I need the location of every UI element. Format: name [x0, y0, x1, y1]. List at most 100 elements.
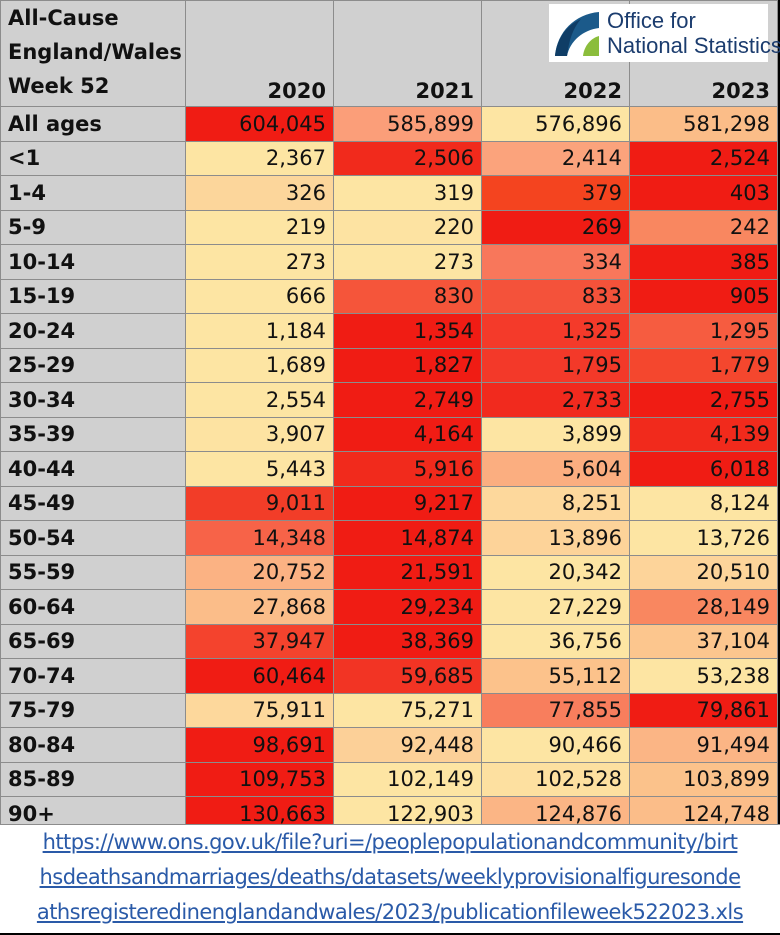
value-cell: 75,271 — [333, 692, 482, 728]
table-row: 55-59 20,752 21,591 20,342 20,510 — [0, 554, 778, 590]
value-cell: 666 — [185, 278, 334, 314]
header-row: All-Cause England/Wales Week 52 2020 202… — [0, 0, 778, 107]
value-cell: 29,234 — [333, 589, 482, 625]
source-link-line-2[interactable]: hsdeathsandmarriages/deaths/datasets/wee… — [39, 865, 741, 889]
table-row: 85-89 109,753 102,149 102,528 103,899 — [0, 761, 778, 797]
table-row: 75-79 75,911 75,271 77,855 79,861 — [0, 692, 778, 728]
value-cell: 4,139 — [629, 416, 778, 452]
row-label: 25-29 — [0, 347, 186, 383]
row-label: 60-64 — [0, 589, 186, 625]
value-cell: 334 — [481, 244, 630, 280]
table-row: 70-74 60,464 59,685 55,112 53,238 — [0, 658, 778, 694]
table-row: 5-9 219 220 269 242 — [0, 209, 778, 245]
row-label: 80-84 — [0, 727, 186, 763]
value-cell: 75,911 — [185, 692, 334, 728]
value-cell: 28,149 — [629, 589, 778, 625]
value-cell: 14,874 — [333, 520, 482, 556]
value-cell: 102,528 — [481, 761, 630, 797]
value-cell: 2,749 — [333, 382, 482, 418]
value-cell: 5,443 — [185, 451, 334, 487]
value-cell: 379 — [481, 175, 630, 211]
value-cell: 53,238 — [629, 658, 778, 694]
value-cell: 1,295 — [629, 313, 778, 349]
row-label: 35-39 — [0, 416, 186, 452]
value-cell: 37,947 — [185, 623, 334, 659]
row-label: 10-14 — [0, 244, 186, 280]
row-label: <1 — [0, 140, 186, 176]
value-cell: 8,124 — [629, 485, 778, 521]
value-cell: 581,298 — [629, 106, 778, 142]
value-cell: 9,217 — [333, 485, 482, 521]
value-cell: 102,149 — [333, 761, 482, 797]
value-cell: 38,369 — [333, 623, 482, 659]
source-link[interactable]: https://www.ons.gov.uk/file?uri=/peoplep… — [0, 824, 780, 933]
value-cell: 219 — [185, 209, 334, 245]
row-label: 85-89 — [0, 761, 186, 797]
row-label: 45-49 — [0, 485, 186, 521]
row-label: 55-59 — [0, 554, 186, 590]
row-label: 5-9 — [0, 209, 186, 245]
value-cell: 90,466 — [481, 727, 630, 763]
value-cell: 1,827 — [333, 347, 482, 383]
value-cell: 1,779 — [629, 347, 778, 383]
table-row: 30-34 2,554 2,749 2,733 2,755 — [0, 382, 778, 418]
table-row: 25-29 1,689 1,827 1,795 1,779 — [0, 347, 778, 383]
value-cell: 2,506 — [333, 140, 482, 176]
value-cell: 273 — [333, 244, 482, 280]
table-row: 20-24 1,184 1,354 1,325 1,295 — [0, 313, 778, 349]
value-cell: 385 — [629, 244, 778, 280]
value-cell: 2,414 — [481, 140, 630, 176]
row-label: 1-4 — [0, 175, 186, 211]
value-cell: 319 — [333, 175, 482, 211]
value-cell: 905 — [629, 278, 778, 314]
value-cell: 220 — [333, 209, 482, 245]
value-cell: 1,354 — [333, 313, 482, 349]
ons-logo: Office for National Statistics — [549, 4, 780, 62]
value-cell: 2,733 — [481, 382, 630, 418]
table-row: 10-14 273 273 334 385 — [0, 244, 778, 280]
source-link-line-3[interactable]: athsregisteredinenglandandwales/2023/pub… — [36, 900, 744, 924]
table-row: 35-39 3,907 4,164 3,899 4,139 — [0, 416, 778, 452]
value-cell: 1,325 — [481, 313, 630, 349]
value-cell: 604,045 — [185, 106, 334, 142]
ons-logo-text: Office for National Statistics — [607, 8, 780, 58]
value-cell: 55,112 — [481, 658, 630, 694]
table-row: 65-69 37,947 38,369 36,756 37,104 — [0, 623, 778, 659]
value-cell: 103,899 — [629, 761, 778, 797]
logo-line-2: National Statistics — [607, 33, 780, 58]
value-cell: 9,011 — [185, 485, 334, 521]
value-cell: 92,448 — [333, 727, 482, 763]
source-link-line-1[interactable]: https://www.ons.gov.uk/file?uri=/peoplep… — [42, 830, 738, 854]
value-cell: 585,899 — [333, 106, 482, 142]
value-cell: 20,752 — [185, 554, 334, 590]
column-header-2020: 2020 — [185, 0, 334, 107]
table-title-cell: All-Cause England/Wales Week 52 — [0, 0, 186, 107]
table-row: 80-84 98,691 92,448 90,466 91,494 — [0, 727, 778, 763]
value-cell: 6,018 — [629, 451, 778, 487]
value-cell: 91,494 — [629, 727, 778, 763]
value-cell: 21,591 — [333, 554, 482, 590]
value-cell: 833 — [481, 278, 630, 314]
value-cell: 37,104 — [629, 623, 778, 659]
value-cell: 2,755 — [629, 382, 778, 418]
title-line-3: Week 52 — [8, 74, 110, 98]
value-cell: 20,510 — [629, 554, 778, 590]
row-label: 65-69 — [0, 623, 186, 659]
row-label: 20-24 — [0, 313, 186, 349]
table-row: 50-54 14,348 14,874 13,896 13,726 — [0, 520, 778, 556]
value-cell: 326 — [185, 175, 334, 211]
value-cell: 14,348 — [185, 520, 334, 556]
row-label: 50-54 — [0, 520, 186, 556]
value-cell: 98,691 — [185, 727, 334, 763]
value-cell: 1,689 — [185, 347, 334, 383]
value-cell: 4,164 — [333, 416, 482, 452]
value-cell: 8,251 — [481, 485, 630, 521]
value-cell: 269 — [481, 209, 630, 245]
value-cell: 2,554 — [185, 382, 334, 418]
table-row: 15-19 666 830 833 905 — [0, 278, 778, 314]
table-row: 45-49 9,011 9,217 8,251 8,124 — [0, 485, 778, 521]
logo-line-1: Office for — [607, 8, 696, 33]
row-label: 75-79 — [0, 692, 186, 728]
value-cell: 1,795 — [481, 347, 630, 383]
